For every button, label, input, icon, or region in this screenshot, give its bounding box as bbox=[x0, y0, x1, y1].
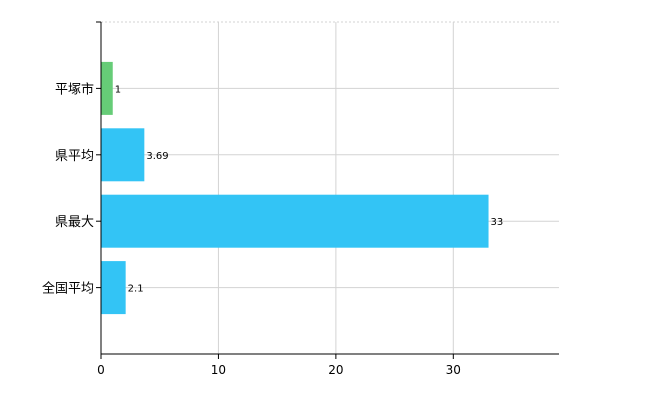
category-label-3: 全国平均 bbox=[42, 281, 94, 297]
bars bbox=[101, 61, 489, 315]
bar-3 bbox=[101, 261, 126, 315]
grid bbox=[101, 21, 559, 354]
bar-2 bbox=[101, 194, 489, 248]
data-label-1: 3.69 bbox=[146, 151, 168, 162]
data-label-2: 33 bbox=[491, 217, 504, 228]
bar-1 bbox=[101, 128, 145, 182]
x-tick-label-3: 30 bbox=[446, 363, 461, 377]
bar-0 bbox=[101, 61, 113, 115]
data-label-0: 1 bbox=[115, 84, 121, 95]
category-label-0: 平塚市 bbox=[55, 81, 94, 97]
category-label-1: 県平均 bbox=[55, 149, 94, 164]
category-label-2: 県最大 bbox=[55, 215, 94, 230]
axes bbox=[96, 21, 559, 359]
x-tick-label-2: 20 bbox=[328, 363, 343, 377]
x-tick-label-1: 10 bbox=[211, 363, 226, 377]
data-label-3: 2.1 bbox=[128, 284, 144, 295]
x-tick-label-0: 0 bbox=[97, 363, 105, 377]
